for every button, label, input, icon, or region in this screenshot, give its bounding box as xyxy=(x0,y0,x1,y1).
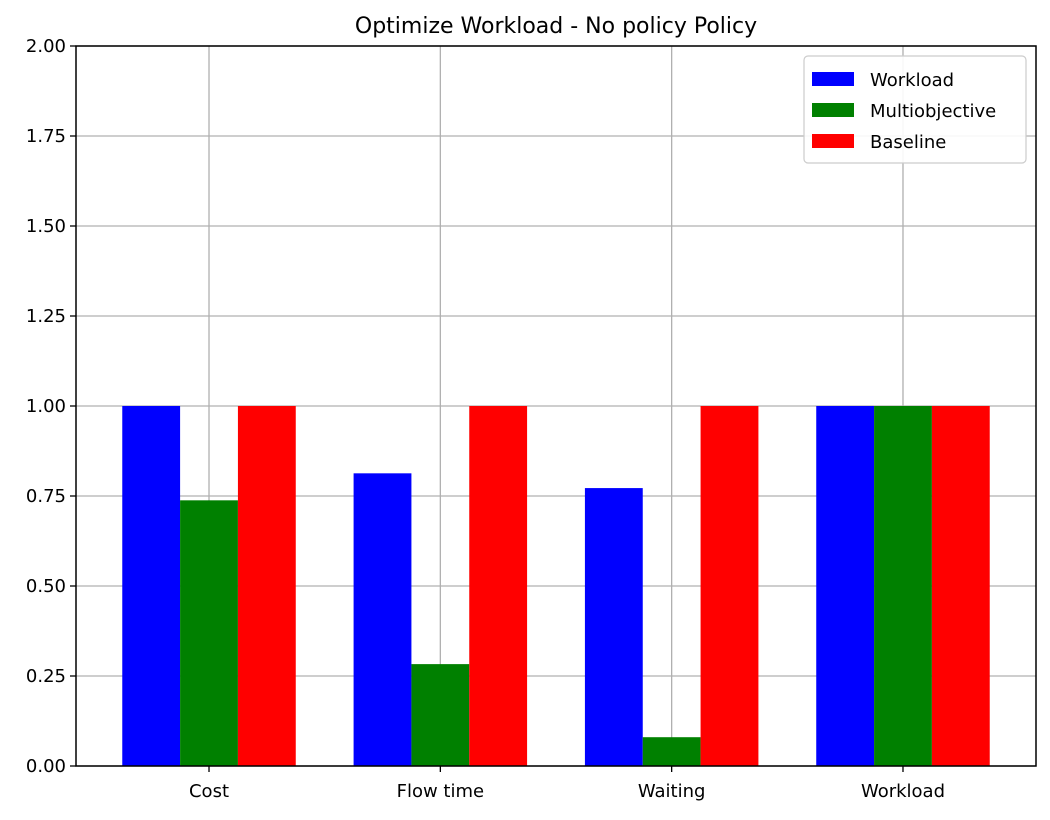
bar-workload-workload xyxy=(816,406,875,766)
bar-baseline-waiting xyxy=(700,406,759,766)
chart-title: Optimize Workload - No policy Policy xyxy=(355,14,757,39)
x-tick-label: Waiting xyxy=(638,781,706,802)
bars xyxy=(122,406,990,766)
bar-multiobjective-cost xyxy=(180,500,238,766)
legend-swatch xyxy=(812,134,854,148)
y-tick-label: 1.75 xyxy=(26,126,66,147)
y-tick-label: 0.25 xyxy=(26,666,66,687)
x-tick-label: Workload xyxy=(861,781,945,802)
bar-multiobjective-workload xyxy=(874,406,932,766)
bar-multiobjective-flow-time xyxy=(411,664,470,766)
y-tick-label: 2.00 xyxy=(26,36,66,57)
y-tick-label: 0.50 xyxy=(26,576,66,597)
bar-baseline-flow-time xyxy=(469,406,528,766)
y-tick-label: 1.00 xyxy=(26,396,66,417)
bar-workload-flow-time xyxy=(353,473,412,766)
y-tick-label: 1.25 xyxy=(26,306,66,327)
legend: Workload Multiobjective Baseline xyxy=(803,55,1027,164)
bar-workload-waiting xyxy=(584,488,643,766)
bar-baseline-cost xyxy=(237,406,296,766)
axis-ticks: 0.00 0.25 0.50 0.75 1.00 1.25 1.50 1.75 2.00 Cost… xyxy=(26,36,945,802)
legend-box xyxy=(803,55,1027,164)
y-tick-label: 0.00 xyxy=(26,756,66,777)
y-tick-label: 1.50 xyxy=(26,216,66,237)
legend-swatch xyxy=(812,72,854,86)
bar-workload-cost xyxy=(122,406,181,766)
x-tick-label: Cost xyxy=(189,781,229,802)
legend-label: Baseline xyxy=(870,132,946,153)
legend-label: Workload xyxy=(870,70,954,91)
y-tick-label: 0.75 xyxy=(26,486,66,507)
x-tick-label: Flow time xyxy=(397,781,484,802)
legend-swatch xyxy=(812,103,854,117)
bar-multiobjective-waiting xyxy=(642,737,701,766)
legend-label: Multiobjective xyxy=(870,101,996,122)
bar-baseline-workload xyxy=(931,406,990,766)
